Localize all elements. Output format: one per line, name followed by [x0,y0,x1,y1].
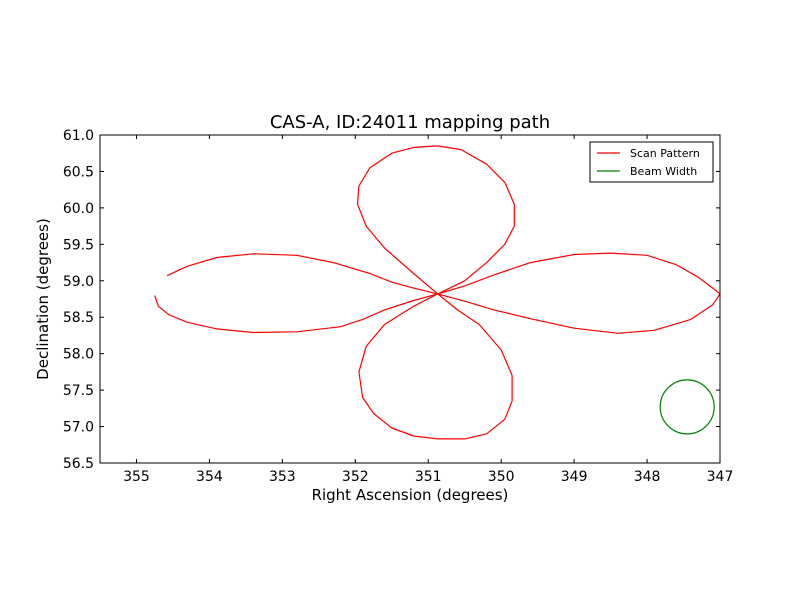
y-tick-label: 58.0 [63,347,94,363]
y-tick-label: 56.5 [63,456,94,472]
x-tick-label: 349 [561,469,588,485]
y-tick-label: 59.5 [63,237,94,253]
x-axis-ticks: 355 354 353 352 351 350 349 348 347 [123,135,733,485]
y-tick-label: 58.5 [63,310,94,326]
y-axis-ticks: 56.5 57.0 57.5 58.0 58.5 59.0 59.5 60.0 60.5 61.0 [63,128,720,472]
plot-frame [99,134,721,464]
x-tick-label: 354 [196,469,223,485]
beam-width-circle [659,379,715,435]
legend-label-scan-pattern: Scan Pattern [630,147,700,160]
legend: Scan Pattern Beam Width [589,141,714,183]
legend-box [589,141,714,183]
x-axis-label: Right Ascension (degrees) [312,486,509,504]
y-tick-label: 59.0 [63,274,94,290]
x-tick-label: 348 [634,469,661,485]
y-tick-label: 60.0 [63,201,94,217]
plot-marks [154,145,721,440]
x-tick-label: 352 [342,469,369,485]
y-tick-label: 57.0 [63,420,94,436]
x-tick-label: 350 [488,469,515,485]
x-tick-label: 351 [415,469,442,485]
x-tick-label: 355 [123,469,150,485]
y-tick-label: 60.5 [63,164,94,180]
x-tick-label: 353 [269,469,296,485]
legend-label-beam-width: Beam Width [630,165,697,178]
y-tick-label: 61.0 [63,128,94,144]
scan-pattern-line-0 [154,252,721,440]
chart-title: CAS-A, ID:24011 mapping path [270,112,550,133]
scan-pattern-line-1 [356,145,515,295]
y-tick-label: 57.5 [63,383,94,399]
y-axis-label: Declination (degrees) [34,218,52,380]
x-tick-label: 347 [707,469,734,485]
